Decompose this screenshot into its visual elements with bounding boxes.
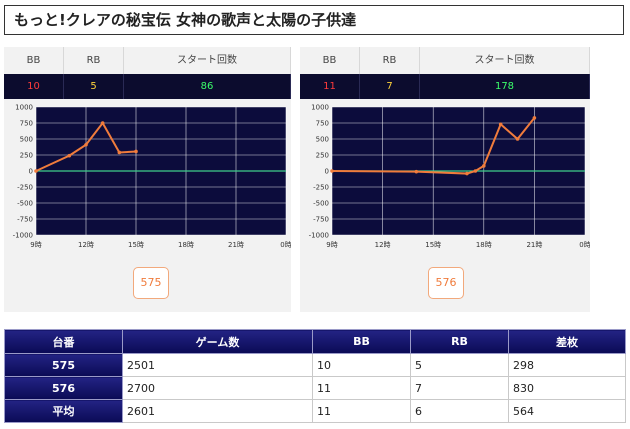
y-tick-label: -1000 xyxy=(309,232,329,240)
data-point xyxy=(414,169,419,174)
start-value: 178 xyxy=(420,74,590,99)
data-point xyxy=(473,169,478,173)
machine-panel-575: BB RB スタート回数 10 5 86 1000 750 500 250 0 -250 -… xyxy=(4,47,292,312)
cell-rb: 6 xyxy=(410,399,509,423)
y-tick-label: -250 xyxy=(313,184,329,192)
x-tick-label: 12時 xyxy=(78,241,94,249)
table-row: 575 2501 10 5 298 xyxy=(4,353,626,377)
y-tick-label: 750 xyxy=(316,120,329,128)
cell-rb: 7 xyxy=(410,376,509,400)
series-line xyxy=(331,117,536,175)
bb-header: BB xyxy=(4,47,64,74)
y-tick-label: 250 xyxy=(316,152,329,160)
data-point xyxy=(84,142,88,147)
data-point xyxy=(134,149,138,154)
summary-table: 台番 ゲーム数 BB RB 差枚 575 2501 10 5 298 576 2… xyxy=(4,329,626,423)
cell-games: 2601 xyxy=(122,399,313,423)
cell-bb: 10 xyxy=(312,353,411,377)
table-row: 平均 2601 11 6 564 xyxy=(4,399,626,423)
y-tick-label: 250 xyxy=(20,152,33,160)
row-machine[interactable]: 575 xyxy=(4,353,123,377)
start-header: スタート回数 xyxy=(420,47,590,74)
machine-panel-576: BB RB スタート回数 11 7 178 1000 750 500 250 0 -250… xyxy=(300,47,591,312)
x-tick-label: 0時 xyxy=(280,241,291,249)
summary-header-row: 台番 ゲーム数 BB RB 差枚 xyxy=(4,329,626,354)
data-point xyxy=(498,122,503,127)
cell-diff: 564 xyxy=(508,399,626,423)
data-point xyxy=(330,169,334,173)
row-average: 平均 xyxy=(4,399,123,423)
data-point xyxy=(67,153,72,158)
stats-table: BB RB スタート回数 10 5 86 xyxy=(4,47,291,99)
y-tick-label: 500 xyxy=(20,136,33,144)
cell-rb: 5 xyxy=(410,353,509,377)
x-tick-label: 18時 xyxy=(178,241,194,249)
series-line xyxy=(35,121,137,172)
x-tick-label: 12時 xyxy=(375,241,391,249)
y-tick-label: -750 xyxy=(313,216,329,224)
stats-table: BB RB スタート回数 11 7 178 xyxy=(300,47,590,99)
data-point xyxy=(532,116,537,120)
data-point xyxy=(482,164,486,168)
col-header-rb: RB xyxy=(410,329,509,354)
col-header-bb: BB xyxy=(312,329,411,354)
x-tick-label: 21時 xyxy=(228,241,244,249)
machine-575-button[interactable]: 575 xyxy=(133,267,169,299)
rb-value: 7 xyxy=(360,74,420,99)
y-tick-label: 0 xyxy=(29,168,33,176)
page-title: もっと!クレアの秘宝伝 女神の歌声と太陽の子供達 xyxy=(4,5,624,35)
y-tick-label: 1000 xyxy=(311,104,329,112)
cell-games: 2501 xyxy=(122,353,313,377)
cell-bb: 11 xyxy=(312,399,411,423)
data-point xyxy=(515,137,520,141)
y-tick-label: -250 xyxy=(17,184,33,192)
y-tick-label: 0 xyxy=(325,168,329,176)
y-tick-label: 1000 xyxy=(15,104,33,112)
y-tick-label: 500 xyxy=(316,136,329,144)
cell-diff: 298 xyxy=(508,353,626,377)
y-tick-label: -1000 xyxy=(13,232,33,240)
x-tick-label: 18時 xyxy=(476,241,492,249)
col-header-diff: 差枚 xyxy=(508,329,626,354)
rb-header: RB xyxy=(64,47,124,74)
x-tick-label: 15時 xyxy=(128,241,144,249)
cell-diff: 830 xyxy=(508,376,626,400)
x-tick-label: 0時 xyxy=(579,241,590,249)
data-point xyxy=(117,150,122,155)
y-tick-label: -500 xyxy=(17,200,33,208)
cell-bb: 11 xyxy=(312,376,411,400)
y-tick-label: 750 xyxy=(20,120,33,128)
x-tick-label: 21時 xyxy=(526,241,542,249)
x-tick-label: 9時 xyxy=(326,241,337,249)
data-point xyxy=(100,121,105,125)
start-header: スタート回数 xyxy=(124,47,291,74)
y-tick-label: -500 xyxy=(313,200,329,208)
x-tick-label: 9時 xyxy=(30,241,41,249)
bb-header: BB xyxy=(300,47,360,74)
rb-value: 5 xyxy=(64,74,124,99)
col-header-machine: 台番 xyxy=(4,329,123,354)
start-value: 86 xyxy=(124,74,291,99)
col-header-games: ゲーム数 xyxy=(122,329,313,354)
rb-header: RB xyxy=(360,47,420,74)
row-machine[interactable]: 576 xyxy=(4,376,123,400)
data-point xyxy=(34,169,38,173)
bb-value: 11 xyxy=(300,74,360,99)
x-tick-label: 15時 xyxy=(425,241,441,249)
y-tick-label: -750 xyxy=(17,216,33,224)
slump-chart-576: 1000 750 500 250 0 -250 -500 -750 -1000 9時 12時 15時 1… xyxy=(300,101,591,261)
bb-value: 10 xyxy=(4,74,64,99)
data-point xyxy=(465,171,469,176)
cell-games: 2700 xyxy=(122,376,313,400)
table-row: 576 2700 11 7 830 xyxy=(4,376,626,400)
machine-576-button[interactable]: 576 xyxy=(428,267,464,299)
slump-chart-575: 1000 750 500 250 0 -250 -500 -750 -1000 9時 12時 15時 1… xyxy=(4,101,292,261)
